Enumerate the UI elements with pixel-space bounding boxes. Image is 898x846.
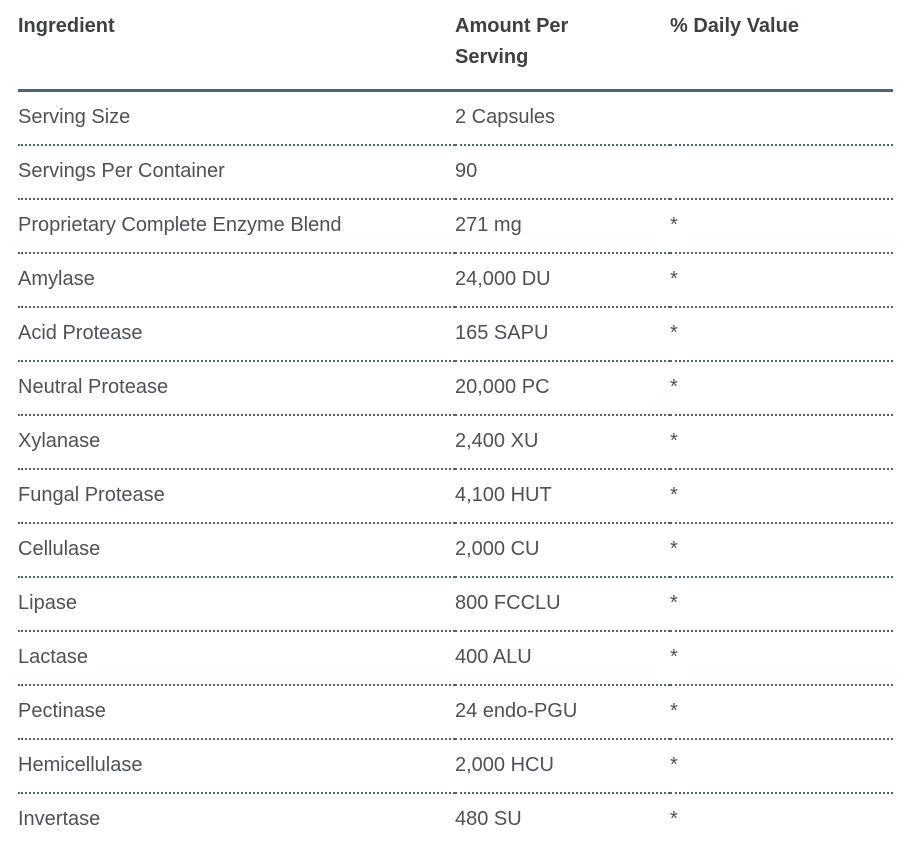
- column-header-amount-per-serving: Amount Per Serving: [455, 0, 670, 91]
- cell-ingredient: Hemicellulase: [18, 739, 455, 793]
- cell-dv: *: [670, 361, 893, 415]
- cell-dv: *: [670, 523, 893, 577]
- column-header-ingredient-label: Ingredient: [18, 11, 115, 42]
- column-header-ingredient: Ingredient: [18, 0, 455, 91]
- cell-dv: *: [670, 253, 893, 307]
- cell-dv: *: [670, 415, 893, 469]
- cell-dv: *: [670, 631, 893, 685]
- cell-ingredient: Amylase: [18, 253, 455, 307]
- cell-amount: 24 endo-PGU: [455, 685, 670, 739]
- cell-dv: *: [670, 685, 893, 739]
- cell-ingredient: Lactase: [18, 631, 455, 685]
- cell-ingredient: Cellulase: [18, 523, 455, 577]
- cell-ingredient: Neutral Protease: [18, 361, 455, 415]
- cell-ingredient: Fungal Protease: [18, 469, 455, 523]
- cell-ingredient: Invertase: [18, 793, 455, 846]
- cell-amount: 480 SU: [455, 793, 670, 846]
- cell-dv: *: [670, 577, 893, 631]
- cell-amount: 4,100 HUT: [455, 469, 670, 523]
- cell-dv: *: [670, 793, 893, 846]
- cell-ingredient: Proprietary Complete Enzyme Blend: [18, 199, 455, 253]
- cell-amount: 2,000 CU: [455, 523, 670, 577]
- cell-dv: [670, 145, 893, 199]
- header-row: Ingredient Amount Per Serving % Daily Va…: [18, 0, 893, 91]
- cell-amount: 24,000 DU: [455, 253, 670, 307]
- cell-dv: *: [670, 469, 893, 523]
- cell-amount: 2,400 XU: [455, 415, 670, 469]
- cell-dv: *: [670, 307, 893, 361]
- cell-amount: 2 Capsules: [455, 91, 670, 146]
- cell-amount: 400 ALU: [455, 631, 670, 685]
- table-header: Ingredient Amount Per Serving % Daily Va…: [18, 0, 893, 91]
- cell-amount: 271 mg: [455, 199, 670, 253]
- cell-ingredient: Pectinase: [18, 685, 455, 739]
- supplement-facts-table: Ingredient Amount Per Serving % Daily Va…: [18, 0, 893, 846]
- cell-ingredient: Servings Per Container: [18, 145, 455, 199]
- cell-amount: 165 SAPU: [455, 307, 670, 361]
- cell-amount: 20,000 PC: [455, 361, 670, 415]
- cell-dv: *: [670, 739, 893, 793]
- cell-ingredient: Serving Size: [18, 91, 455, 146]
- cell-amount: 90: [455, 145, 670, 199]
- cell-amount: 2,000 HCU: [455, 739, 670, 793]
- cell-dv: *: [670, 199, 893, 253]
- column-header-daily-value: % Daily Value: [670, 0, 893, 91]
- cell-ingredient: Xylanase: [18, 415, 455, 469]
- cell-amount: 800 FCCLU: [455, 577, 670, 631]
- cell-ingredient: Lipase: [18, 577, 455, 631]
- cell-ingredient: Acid Protease: [18, 307, 455, 361]
- cell-dv: [670, 91, 893, 146]
- column-header-daily-value-label: % Daily Value: [670, 11, 799, 42]
- column-header-amount-per-serving-label: Amount Per Serving: [455, 11, 620, 73]
